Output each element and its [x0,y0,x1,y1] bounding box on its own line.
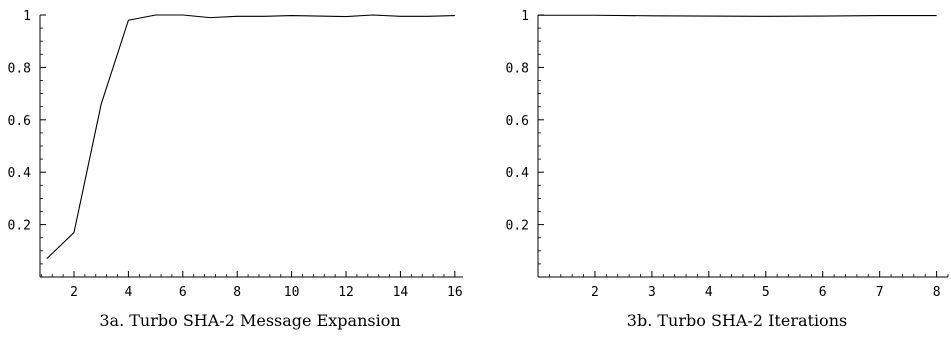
x-tick-label: 2 [591,285,599,300]
x-tick-label: 2 [70,285,78,300]
series-line [538,14,937,17]
y-tick-label: 0.4 [506,166,530,181]
y-tick-label: 0.4 [8,166,32,181]
y-tick-label: 0.8 [8,61,31,76]
x-tick-label: 8 [233,285,241,300]
x-tick-label: 6 [819,285,827,300]
x-tick-label: 4 [124,285,132,300]
y-tick-label: 0.6 [8,114,31,129]
x-tick-label: 10 [284,285,300,300]
y-tick-label: 0.8 [506,61,529,76]
chart-caption: 3a. Turbo SHA-2 Message Expansion [99,311,400,330]
chart-caption: 3b. Turbo SHA-2 Iterations [627,311,847,330]
x-tick-label: 14 [393,285,409,300]
y-tick-label: 1 [23,9,31,24]
x-tick-label: 8 [933,285,941,300]
y-tick-label: 1 [521,9,529,24]
y-tick-label: 0.2 [8,219,31,234]
x-tick-label: 5 [762,285,770,300]
y-tick-label: 0.6 [506,114,529,129]
chart-iterations: 0.2 0.4 0.6 0.8 1 2 3 4 5 6 7 8 3b. Turbo SHA-2 Iter… [506,9,949,330]
x-tick-label: 7 [876,285,884,300]
y-tick-label: 0.2 [506,219,529,234]
x-tick-label: 3 [648,285,656,300]
x-tick-label: 4 [705,285,713,300]
x-tick-label: 16 [447,285,463,300]
x-tick-label: 6 [179,285,187,300]
x-tick-label: 12 [338,285,354,300]
series-line [46,14,455,260]
